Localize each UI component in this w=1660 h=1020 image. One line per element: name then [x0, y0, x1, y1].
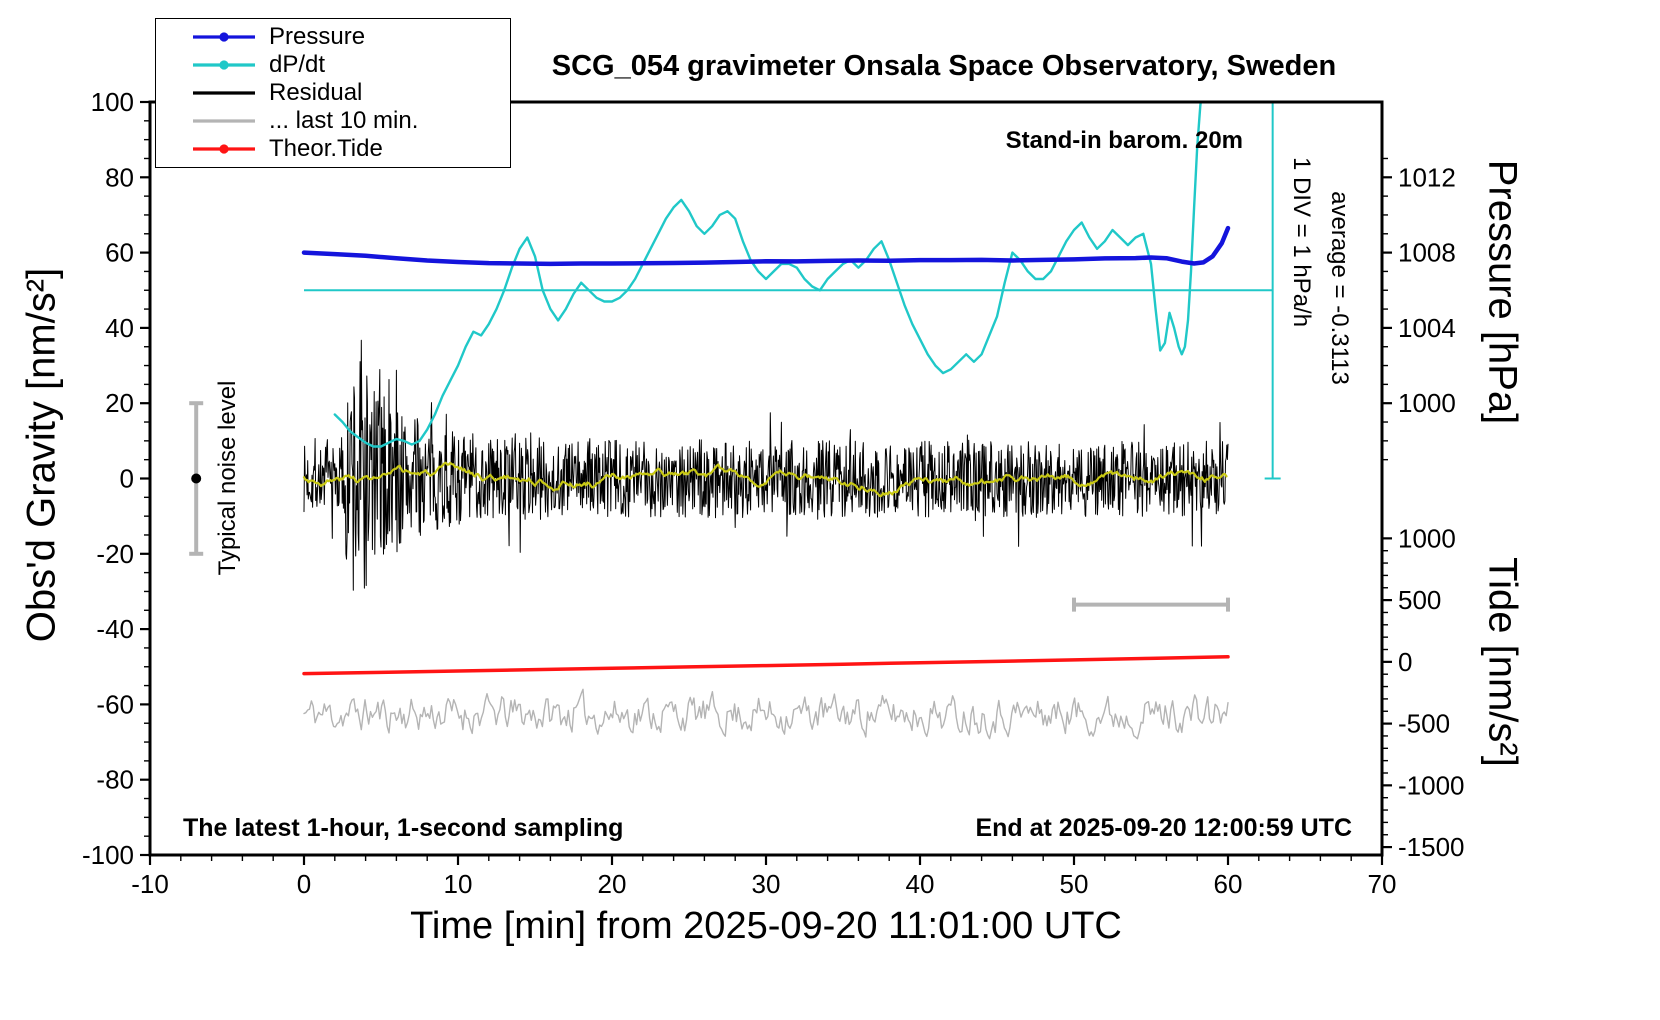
svg-text:40: 40: [105, 313, 134, 343]
legend-marker-theor-tide: [193, 144, 255, 154]
axis-major-ticks: [140, 100, 1392, 865]
data-series: [301, 102, 1231, 740]
svg-text:-100: -100: [82, 840, 134, 870]
svg-text:0: 0: [297, 869, 311, 899]
svg-text:100: 100: [91, 87, 134, 117]
barometer-note: Stand-in barom. 20m: [1005, 127, 1243, 154]
svg-text:1004: 1004: [1398, 313, 1456, 343]
svg-text:-20: -20: [96, 539, 134, 569]
legend: Pressure dP/dt Residual... last 10 min. The…: [155, 18, 511, 168]
legend-label: dP/dt: [269, 51, 326, 78]
svg-text:-500: -500: [1398, 709, 1450, 739]
legend-item: Theor.Tide: [191, 136, 510, 162]
time-axis-label: Time [min] from 2025-09-20 11:01:00 UTC: [410, 905, 1122, 947]
sampling-note: The latest 1-hour, 1-second sampling: [183, 814, 624, 842]
legend-label: Residual: [269, 79, 363, 106]
svg-text:60: 60: [1214, 869, 1243, 899]
svg-text:20: 20: [105, 388, 134, 418]
svg-text:1012: 1012: [1398, 162, 1456, 192]
svg-text:80: 80: [105, 162, 134, 192]
svg-text:30: 30: [752, 869, 781, 899]
series-residual-smoothed: [302, 461, 1228, 498]
legend-marker-pressure: [193, 32, 255, 42]
tide-axis-label: Tide [nm/s²]: [1480, 557, 1525, 767]
svg-text:10: 10: [444, 869, 473, 899]
svg-text:70: 70: [1368, 869, 1397, 899]
series-pressure: [301, 225, 1231, 267]
legend-item: ... last 10 min.: [191, 108, 510, 134]
legend-label: Theor.Tide: [269, 135, 383, 162]
svg-text:1000: 1000: [1398, 523, 1456, 553]
svg-text:60: 60: [105, 238, 134, 268]
svg-text:40: 40: [906, 869, 935, 899]
svg-text:0: 0: [1398, 647, 1412, 677]
svg-text:500: 500: [1398, 585, 1441, 615]
legend-item: Residual: [191, 80, 510, 106]
plot-frame: [148, 100, 1384, 857]
pressure-axis-label: Pressure [hPa]: [1480, 159, 1525, 425]
gravity-axis-label: Obs'd Gravity [nm/s²]: [19, 267, 64, 643]
svg-text:1000: 1000: [1398, 388, 1456, 418]
svg-text:20: 20: [598, 869, 627, 899]
legend-label: Pressure: [269, 23, 366, 50]
div-scale-note: 1 DIV = 1 hPa/h: [1288, 156, 1315, 328]
average-note: average = -0.3113: [1326, 191, 1353, 385]
series-theor-tide: [302, 655, 1230, 676]
series--last-10-min-: [303, 688, 1229, 740]
legend-marker-residual: [193, 91, 255, 95]
legend-marker--last-10-min-: [193, 119, 255, 123]
svg-text:-10: -10: [131, 869, 169, 899]
svg-text:50: 50: [1060, 869, 1089, 899]
noise-level-dot: [191, 473, 202, 484]
series-dp-dt: [333, 102, 1202, 448]
svg-text:-40: -40: [96, 614, 134, 644]
chart-title: SCG_054 gravimeter Onsala Space Observat…: [551, 50, 1337, 82]
legend-label: ... last 10 min.: [269, 107, 419, 134]
axis-minor-ticks: [144, 120, 1388, 861]
svg-text:1008: 1008: [1398, 238, 1456, 268]
noise-level-label: Typical noise level: [214, 380, 241, 576]
svg-text:-80: -80: [96, 765, 134, 795]
axis-tick-labels: -10 0 10 20 30 40 50 60 70-100-80-60-40-20020406…: [82, 87, 1465, 899]
legend-item: dP/dt: [191, 52, 510, 78]
svg-text:-60: -60: [96, 689, 134, 719]
series-residual: [303, 339, 1229, 591]
end-time-note: End at 2025-09-20 12:00:59 UTC: [975, 814, 1352, 842]
svg-text:0: 0: [120, 464, 134, 494]
svg-text:-1000: -1000: [1398, 770, 1465, 800]
svg-text:-1500: -1500: [1398, 832, 1465, 862]
legend-marker-dp-dt: [193, 60, 255, 70]
legend-item: Pressure: [191, 24, 510, 50]
